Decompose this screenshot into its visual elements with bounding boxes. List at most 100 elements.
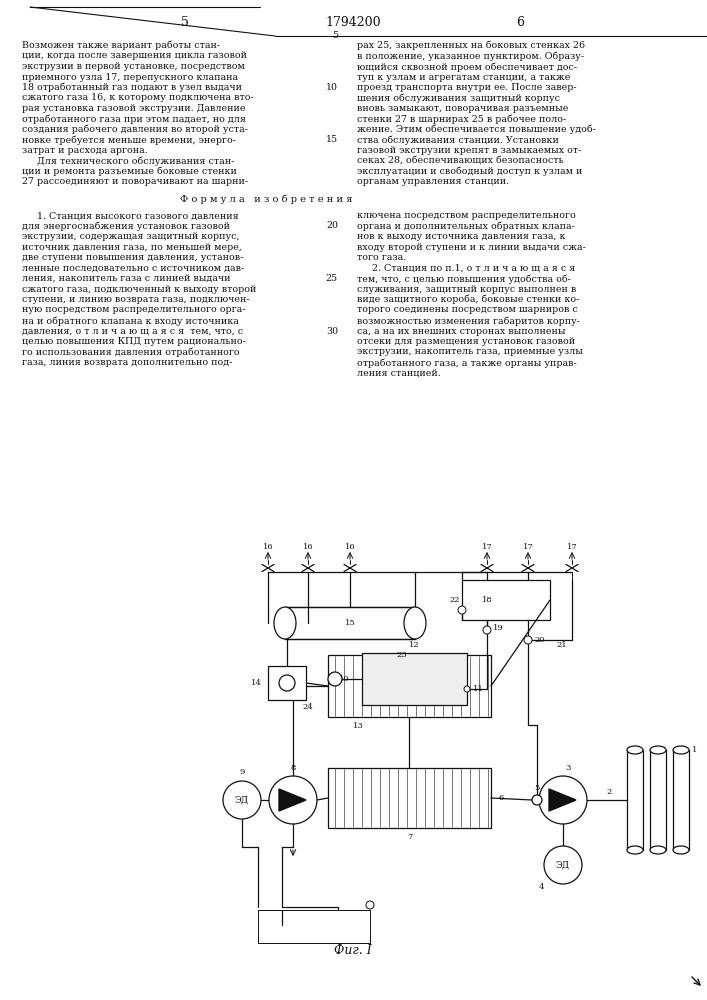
Text: 18: 18 xyxy=(482,596,493,604)
Text: газовой экструзии крепят в замыкаемых от-: газовой экструзии крепят в замыкаемых от… xyxy=(357,146,581,155)
Text: тем, что, с целью повышения удобства об-: тем, что, с целью повышения удобства об- xyxy=(357,274,571,284)
Text: го использования давления отработанного: го использования давления отработанного xyxy=(22,348,240,357)
Text: 12: 12 xyxy=(409,641,420,649)
Text: отсеки для размещения установок газовой: отсеки для размещения установок газовой xyxy=(357,337,575,346)
Text: 5: 5 xyxy=(534,784,539,792)
Text: 18 отработанный газ подают в узел выдачи: 18 отработанный газ подают в узел выдачи xyxy=(22,83,242,93)
Text: две ступени повышения давления, установ-: две ступени повышения давления, установ- xyxy=(22,253,243,262)
Circle shape xyxy=(544,846,582,884)
Text: ключена посредством распределительного: ключена посредством распределительного xyxy=(357,211,575,220)
Text: того газа.: того газа. xyxy=(357,253,407,262)
Text: 23: 23 xyxy=(397,651,407,659)
Text: 16: 16 xyxy=(263,543,274,551)
Ellipse shape xyxy=(650,746,666,754)
Text: 27 рассоединяют и поворачивают на шарни-: 27 рассоединяют и поворачивают на шарни- xyxy=(22,178,248,186)
Polygon shape xyxy=(549,789,576,811)
Text: 8: 8 xyxy=(291,764,296,772)
Text: 6: 6 xyxy=(499,794,504,802)
Text: экструзии, содержащая защитный корпус,: экструзии, содержащая защитный корпус, xyxy=(22,232,240,241)
Text: 22: 22 xyxy=(450,596,460,604)
Text: 20: 20 xyxy=(326,222,338,231)
Text: сжатого газа, подключенный к выходу второй: сжатого газа, подключенный к выходу втор… xyxy=(22,284,257,294)
Text: газа, линия возврата дополнительно под-: газа, линия возврата дополнительно под- xyxy=(22,358,233,367)
Text: органам управления станции.: органам управления станции. xyxy=(357,178,509,186)
Text: рах 25, закрепленных на боковых стенках 26: рах 25, закрепленных на боковых стенках … xyxy=(357,41,585,50)
Text: са, а на их внешних сторонах выполнены: са, а на их внешних сторонах выполнены xyxy=(357,326,566,336)
Text: шения обслуживания защитный корпус: шения обслуживания защитный корпус xyxy=(357,94,560,103)
Text: на и обратного клапана к входу источника: на и обратного клапана к входу источника xyxy=(22,316,239,326)
Text: Ф о р м у л а   и з о б р е т е н и я: Ф о р м у л а и з о б р е т е н и я xyxy=(180,195,353,205)
Text: виде защитного короба, боковые стенки ко-: виде защитного короба, боковые стенки ко… xyxy=(357,295,579,304)
Bar xyxy=(258,910,370,943)
Ellipse shape xyxy=(673,846,689,854)
Text: 19: 19 xyxy=(493,624,504,632)
Circle shape xyxy=(464,686,470,692)
Text: жение. Этим обеспечивается повышение удоб-: жение. Этим обеспечивается повышение удо… xyxy=(357,125,596,134)
Text: 1794200: 1794200 xyxy=(325,15,381,28)
Text: экструзии, накопитель газа, приемные узлы: экструзии, накопитель газа, приемные узл… xyxy=(357,348,583,357)
Circle shape xyxy=(483,626,491,634)
Ellipse shape xyxy=(274,607,296,639)
Text: 15: 15 xyxy=(344,619,356,627)
Text: 30: 30 xyxy=(326,326,338,336)
Text: 2: 2 xyxy=(607,788,612,796)
Text: давления, о т л и ч а ю щ а я с я  тем, что, с: давления, о т л и ч а ю щ а я с я тем, ч… xyxy=(22,326,243,336)
Text: 3: 3 xyxy=(566,764,571,772)
Text: проезд транспорта внутри ее. После завер-: проезд транспорта внутри ее. После завер… xyxy=(357,83,577,92)
Text: 10: 10 xyxy=(326,83,338,92)
Text: рая установка газовой экструзии. Давление: рая установка газовой экструзии. Давлени… xyxy=(22,104,245,113)
Text: ЭД: ЭД xyxy=(235,796,249,804)
Text: торого соединены посредством шарниров с: торого соединены посредством шарниров с xyxy=(357,306,578,314)
Ellipse shape xyxy=(627,746,643,754)
Text: 5: 5 xyxy=(181,15,189,28)
Bar xyxy=(285,607,415,639)
Circle shape xyxy=(279,675,295,691)
Text: отработанного газа, а также органы управ-: отработанного газа, а также органы управ… xyxy=(357,358,577,367)
Text: нов к выходу источника давления газа, к: нов к выходу источника давления газа, к xyxy=(357,232,566,241)
Circle shape xyxy=(223,781,261,819)
Text: 1. Станция высокого газового давления: 1. Станция высокого газового давления xyxy=(22,211,239,220)
Bar xyxy=(328,768,491,828)
Ellipse shape xyxy=(673,746,689,754)
Bar xyxy=(268,666,306,700)
Text: секах 28, обеспечивающих безопасность: секах 28, обеспечивающих безопасность xyxy=(357,156,563,165)
Text: 7: 7 xyxy=(407,833,412,841)
Bar xyxy=(328,655,491,717)
Text: ющийся сквозной проем обеспечивает дос-: ющийся сквозной проем обеспечивает дос- xyxy=(357,62,577,72)
Text: ленные последовательно с источником дав-: ленные последовательно с источником дав- xyxy=(22,263,244,272)
Text: ЭД: ЭД xyxy=(556,860,570,869)
Text: Возможен также вариант работы стан-: Возможен также вариант работы стан- xyxy=(22,41,220,50)
Ellipse shape xyxy=(627,846,643,854)
Text: ства обслуживания станции. Установки: ства обслуживания станции. Установки xyxy=(357,135,559,145)
Text: 14: 14 xyxy=(251,679,262,687)
Text: Фиг. I: Фиг. I xyxy=(334,944,372,956)
Circle shape xyxy=(539,776,587,824)
Polygon shape xyxy=(279,789,306,811)
Text: затрат и расхода аргона.: затрат и расхода аргона. xyxy=(22,146,148,155)
Text: 17: 17 xyxy=(522,543,533,551)
Circle shape xyxy=(532,795,542,805)
Text: туп к узлам и агрегатам станции, а также: туп к узлам и агрегатам станции, а также xyxy=(357,73,571,82)
Text: 11: 11 xyxy=(473,685,484,693)
Text: целью повышения КПД путем рационально-: целью повышения КПД путем рационально- xyxy=(22,337,246,346)
Text: 16: 16 xyxy=(345,543,356,551)
Text: 21: 21 xyxy=(556,641,566,649)
Text: 10: 10 xyxy=(339,675,350,683)
Text: ления станцией.: ления станцией. xyxy=(357,368,440,377)
Text: для энергоснабжения установок газовой: для энергоснабжения установок газовой xyxy=(22,222,230,231)
Text: создания рабочего давления во второй уста-: создания рабочего давления во второй уст… xyxy=(22,125,248,134)
Text: 25: 25 xyxy=(326,274,338,283)
Text: эксплуатации и свободный доступ к узлам и: эксплуатации и свободный доступ к узлам … xyxy=(357,167,583,176)
Text: 4: 4 xyxy=(538,883,544,891)
Text: ления, накопитель газа с линией выдачи: ления, накопитель газа с линией выдачи xyxy=(22,274,230,283)
Ellipse shape xyxy=(404,607,426,639)
Text: отработанного газа при этом падает, но для: отработанного газа при этом падает, но д… xyxy=(22,114,246,124)
Text: ции и ремонта разъемные боковые стенки: ции и ремонта разъемные боковые стенки xyxy=(22,167,237,176)
Text: 2. Станция по п.1, о т л и ч а ю щ а я с я: 2. Станция по п.1, о т л и ч а ю щ а я с… xyxy=(357,263,575,272)
Circle shape xyxy=(458,606,466,614)
Text: входу второй ступени и к линии выдачи сжа-: входу второй ступени и к линии выдачи сж… xyxy=(357,242,586,251)
Text: экструзии в первой установке, посредством: экструзии в первой установке, посредство… xyxy=(22,62,245,71)
Text: приемного узла 17, перепускного клапана: приемного узла 17, перепускного клапана xyxy=(22,73,238,82)
Text: ную посредством распределительного орга-: ную посредством распределительного орга- xyxy=(22,306,245,314)
Text: ции, когда после завершения цикла газовой: ции, когда после завершения цикла газово… xyxy=(22,51,247,60)
